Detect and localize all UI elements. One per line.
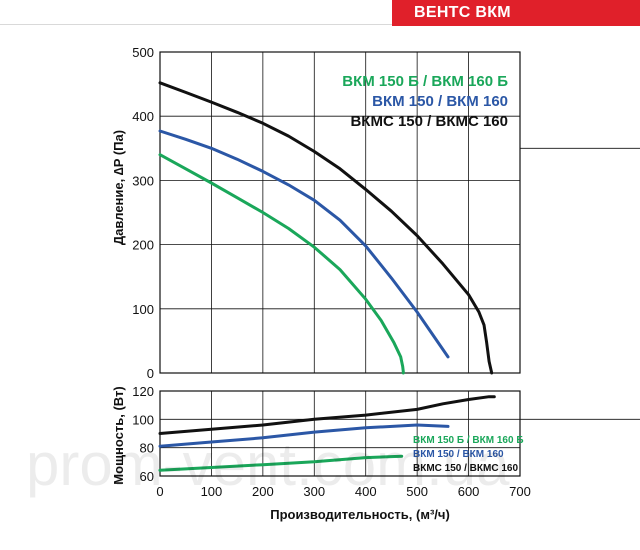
pressure-plot-frame — [159, 51, 521, 374]
pressure-ytick-label-1: 100 — [132, 302, 154, 317]
power-legend-item-2: ВКМС 150 / ВКМС 160 — [413, 463, 518, 474]
power-xtick-label-5: 500 — [406, 484, 428, 499]
power-ytick-label-3: 120 — [132, 384, 154, 399]
pressure-y-axis-label: Давление, ∆P (Па) — [111, 130, 126, 245]
x-axis-label: Производительность, (м³/ч) — [270, 507, 450, 522]
power-xtick-label-3: 300 — [303, 484, 325, 499]
power-y-axis-label: Мощность, (Вт) — [111, 386, 126, 484]
pressure-ytick-label-0: 0 — [147, 366, 154, 381]
pressure-chart: 0 100 200 300 400 500 Давление, ∆P (Па) ВКМ 150… — [111, 45, 640, 381]
pressure-legend-item-1: ВКМ 150 / ВКМ 160 — [372, 93, 508, 110]
power-series-line-0 — [158, 454, 404, 472]
pressure-series-line-2 — [158, 81, 494, 375]
power-legend-item-0: ВКМ 150 Б / ВКМ 160 Б — [413, 435, 524, 446]
power-series-line-1 — [158, 423, 450, 448]
pressure-series-line-1 — [158, 129, 450, 359]
power-xtick-label-2: 200 — [252, 484, 274, 499]
power-series-line-2 — [158, 395, 496, 435]
power-ytick-label-2: 100 — [132, 412, 154, 427]
brand-badge: ВЕНТС ВКМ — [392, 0, 640, 26]
power-chart: 60 80 100 120 0 100 200 300 400 500 600 700 Мощность… — [111, 384, 640, 522]
power-ytick-label-0: 60 — [140, 469, 154, 484]
power-xtick-label-7: 700 — [509, 484, 531, 499]
power-xtick-label-6: 600 — [458, 484, 480, 499]
power-legend-item-1: ВКМ 150 / ВКМ 160 — [413, 449, 504, 460]
pressure-series-line-0 — [158, 153, 405, 375]
banner-divider — [0, 24, 640, 25]
pressure-ytick-label-4: 400 — [132, 109, 154, 124]
power-ytick-label-1: 80 — [140, 441, 154, 456]
power-xtick-label-1: 100 — [201, 484, 223, 499]
pressure-ytick-label-2: 200 — [132, 238, 154, 253]
pressure-legend-item-2: ВКМС 150 / ВКМС 160 — [350, 113, 508, 130]
power-xtick-label-4: 400 — [355, 484, 377, 499]
pressure-ytick-label-5: 500 — [132, 45, 154, 60]
power-xtick-label-0: 0 — [156, 484, 163, 499]
pressure-legend-item-0: ВКМ 150 Б / ВКМ 160 Б — [342, 73, 508, 90]
top-banner: ВЕНТС ВКМ — [0, 0, 640, 26]
pressure-ytick-label-3: 300 — [132, 173, 154, 188]
